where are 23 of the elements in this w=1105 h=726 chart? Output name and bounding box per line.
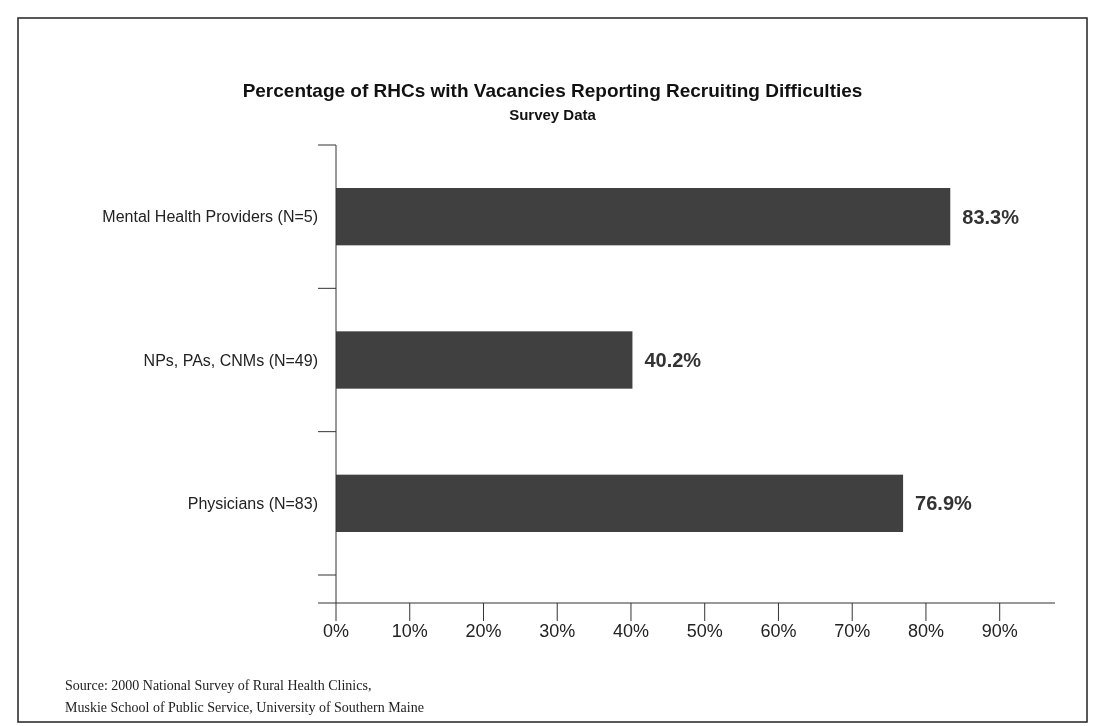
chart-subtitle: Survey Data: [509, 106, 597, 123]
source-note: Source: 2000 National Survey of Rural Health Clinics,: [65, 678, 372, 693]
text: Muskie School of Public Service, University of Southern Maine: [65, 700, 424, 715]
data-label: 83.3%: [962, 205, 1020, 228]
x-tick-label: 10%: [391, 621, 428, 641]
x-tick-label: 90%: [981, 621, 1018, 641]
y-tick-label: NPs, PAs, CNMs (N=49): [143, 351, 318, 369]
bar: [336, 188, 951, 246]
x-tick-label: 80%: [907, 621, 944, 641]
y-tick-label: Physicians (N=83): [187, 494, 318, 512]
x-tick-label: 20%: [465, 621, 502, 641]
data-label: 76.9%: [915, 492, 973, 515]
x-tick-label: 40%: [612, 621, 649, 641]
x-tick-label: 0%: [322, 621, 350, 641]
y-tick-label: Mental Health Providers (N=5): [102, 208, 318, 226]
bar: [336, 474, 904, 532]
x-tick-label: 70%: [834, 621, 871, 641]
data-label: 40.2%: [644, 349, 702, 371]
bar: [336, 331, 633, 389]
x-tick-label: 30%: [539, 621, 576, 641]
x-tick-label: 50%: [686, 621, 723, 641]
x-tick-label: 60%: [760, 621, 797, 641]
chart-title: Percentage of RHCs with Vacancies Reporting Recruiting Difficulties: [242, 80, 863, 101]
